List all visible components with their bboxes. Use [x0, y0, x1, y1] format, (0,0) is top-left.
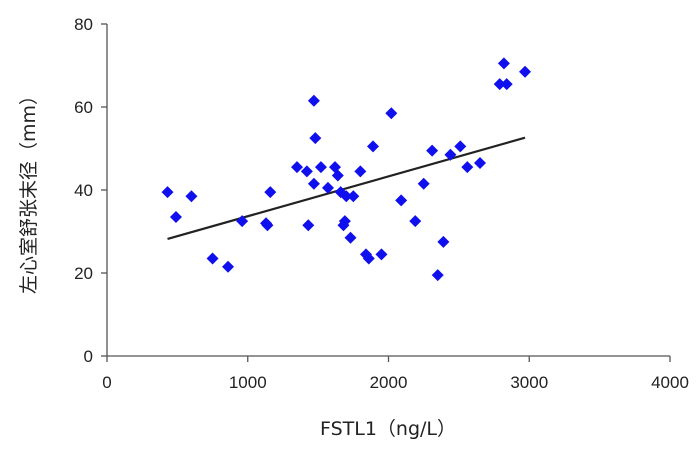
- data-point: [367, 140, 380, 153]
- data-point: [307, 177, 320, 190]
- data-point: [344, 231, 357, 244]
- data-point: [519, 65, 532, 78]
- data-point: [362, 252, 375, 265]
- data-point: [264, 186, 277, 199]
- data-point: [354, 165, 367, 178]
- data-point: [309, 132, 322, 145]
- data-point: [461, 161, 474, 174]
- data-point: [236, 215, 249, 228]
- data-point: [321, 181, 334, 194]
- data-point: [307, 94, 320, 107]
- data-point: [431, 269, 444, 282]
- x-tick-label: 0: [102, 373, 111, 392]
- x-tick-label: 2000: [370, 373, 408, 392]
- data-point: [169, 210, 182, 223]
- data-point: [340, 190, 353, 203]
- data-point: [395, 194, 408, 207]
- y-tick-label: 0: [84, 347, 93, 366]
- data-point: [302, 219, 315, 232]
- y-tick-label: 80: [74, 15, 93, 34]
- x-tick-label: 4000: [651, 373, 689, 392]
- data-point: [473, 157, 486, 170]
- x-ticks: 0 1000 2000 3000 4000: [102, 356, 689, 392]
- data-point: [261, 219, 274, 232]
- data-point: [314, 161, 327, 174]
- data-point: [161, 186, 174, 199]
- data-point: [500, 78, 513, 91]
- data-point: [375, 248, 388, 261]
- y-axis-title: 左心室舒张末径（mm）: [18, 86, 40, 294]
- trendline: [167, 136, 526, 241]
- data-point: [417, 177, 430, 190]
- data-point: [426, 144, 439, 157]
- data-point: [359, 248, 372, 261]
- data-point: [338, 215, 351, 228]
- data-point: [331, 169, 344, 182]
- x-tick-label: 3000: [510, 373, 548, 392]
- data-point: [385, 107, 398, 120]
- data-point: [409, 215, 422, 228]
- data-point: [454, 140, 467, 153]
- data-point: [222, 260, 235, 273]
- y-tick-label: 40: [74, 181, 93, 200]
- data-points: [161, 57, 532, 282]
- x-axis-title: FSTL1（ng/L）: [320, 418, 456, 440]
- data-point: [444, 148, 457, 161]
- data-point: [300, 165, 313, 178]
- y-tick-label: 20: [74, 264, 93, 283]
- data-point: [291, 161, 304, 174]
- y-ticks: 0 20 40 60 80: [74, 15, 107, 366]
- data-point: [437, 235, 450, 248]
- data-point: [347, 190, 360, 203]
- x-tick-label: 1000: [229, 373, 267, 392]
- y-tick-label: 60: [74, 98, 93, 117]
- data-point: [497, 57, 510, 70]
- data-point: [185, 190, 198, 203]
- data-point: [206, 252, 219, 265]
- data-point: [493, 78, 506, 91]
- trendline-group: [167, 136, 526, 241]
